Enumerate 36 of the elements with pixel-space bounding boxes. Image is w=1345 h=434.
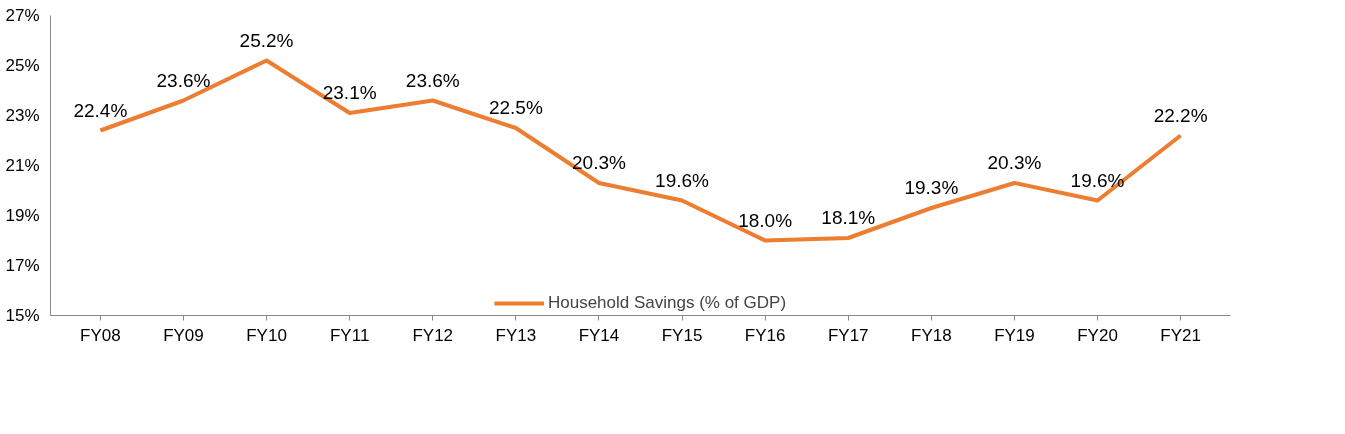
x-tick-label: FY20 [1077,325,1118,345]
y-tick-label: 17% [5,256,40,275]
legend-label: Household Savings (% of GDP) [547,293,787,313]
y-tick-label: 15% [5,306,40,325]
x-tick-label: FY18 [911,325,952,345]
data-label: 22.2% [1153,104,1208,126]
y-tick-label: 19% [5,206,40,225]
x-tick-label: FY12 [412,325,454,345]
x-tick-label: FY10 [246,325,287,345]
x-tick-label: FY13 [495,325,537,345]
data-label: 18.1% [821,207,876,228]
x-tick-label: FY09 [163,325,204,345]
data-label: 20.3% [987,152,1042,173]
x-tick-label: FY19 [994,325,1035,345]
data-label: 25.2% [239,29,294,51]
data-label: 19.6% [1070,169,1125,191]
x-tick-label: FY15 [661,325,703,345]
x-tick-label: FY16 [744,325,786,345]
y-tick-label: 23% [5,106,40,125]
y-tick-label: 21% [5,156,40,175]
y-tick-label: 25% [5,56,40,75]
x-tick-label: FY11 [329,325,370,345]
data-label: 20.3% [572,152,626,173]
data-label: 22.5% [488,97,543,118]
data-label: 23.6% [156,69,211,91]
y-tick-label: 27% [5,6,40,25]
data-label: 23.6% [405,69,460,91]
data-label: 19.3% [904,177,959,198]
x-tick-label: FY08 [80,325,121,345]
x-tick-label: FY21 [1160,325,1201,345]
x-tick-label: FY14 [578,325,620,345]
data-label: 23.1% [322,82,377,103]
data-label: 18.0% [738,209,793,231]
data-label: 22.4% [73,99,128,121]
data-label: 19.6% [655,169,710,191]
x-tick-label: FY17 [827,325,869,345]
